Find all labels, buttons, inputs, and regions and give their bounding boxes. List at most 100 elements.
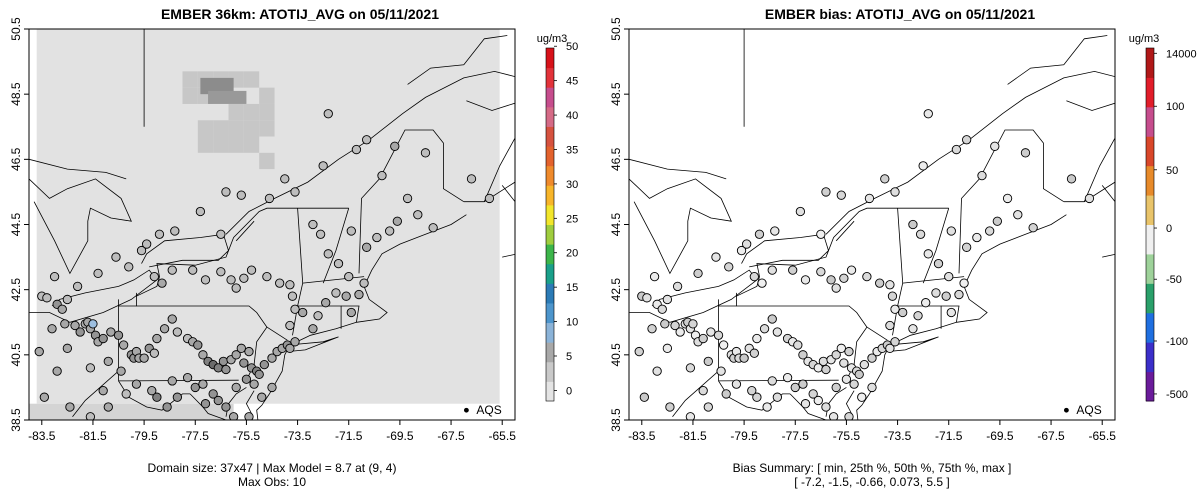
right-xtick-label: -75.5 [833,429,861,443]
left-boundary-line [235,220,255,242]
left-station-marker [98,386,108,396]
right-station-marker [990,141,1000,151]
left-station-marker [285,320,295,331]
left-boundary-line [72,370,119,417]
left-colorbar-segment [546,263,554,284]
right-colorbar-unit: ug/m3 [1129,33,1160,45]
left-station-marker [354,289,364,300]
right-station-marker [665,402,675,412]
left-xtick-label: -67.5 [437,429,465,443]
right-station-marker [944,271,954,282]
right-station-marker [839,273,849,283]
left-station-marker [118,340,129,350]
left-station-marker [149,348,159,358]
right-boundary-line [892,208,904,336]
right-boundary-line [629,178,732,275]
left-caption-line2: Max Obs: 10 [237,475,307,489]
right-station-marker [808,389,818,399]
left-station-marker [361,135,372,145]
left-legend-label: AQS [476,403,501,417]
right-station-marker [859,359,869,370]
right-colorbar-frame [1145,47,1155,402]
right-station-marker [828,412,839,420]
right-xtick-label: -79.5 [730,429,758,443]
left-ytick-label: 50.5 [9,17,23,41]
left-model-cell [228,103,244,121]
left-model-cell [200,77,234,95]
left-station-marker [62,343,73,353]
right-station-marker [885,343,895,353]
left-station-marker [231,382,241,393]
right-station-marker [867,382,877,393]
left-station-marker [139,353,149,363]
left-station-marker [267,382,277,393]
right-station-marker [890,337,900,347]
right-station-marker [885,320,895,331]
left-colorbar-segment [546,165,554,186]
left-station-marker [136,245,147,256]
left-station-marker [413,210,423,220]
right-ytick-label: 40.5 [609,343,623,367]
right-station-marker [793,340,803,350]
right-station-marker [946,307,956,318]
right-station-marker [1013,210,1023,220]
right-boundary-line [922,208,950,284]
right-boundary-line [887,336,939,352]
left-station-marker [154,229,165,239]
left-station-marker [188,265,198,275]
right-station-marker [977,170,987,181]
left-ytick-label: 44.5 [9,212,23,236]
left-station-marker [385,226,395,236]
left-colorbar-label: 50 [566,41,578,53]
right-station-marker [931,288,941,298]
left-station-marker [149,271,159,282]
left-model-field [36,29,500,404]
left-station-marker [285,343,295,353]
left-station-marker [359,278,369,288]
right-colorbar-segment [1146,342,1154,373]
right-station-marker [885,280,895,290]
left-station-marker [257,392,267,402]
right-colorbar-label: 100 [1166,101,1184,113]
left-station-marker [216,229,226,239]
left-station-marker [372,232,382,243]
left-colorbar-segment [546,361,554,382]
left-colorbar-segment [546,106,554,127]
left-model-cell [243,103,260,121]
left-colorbar-label: 15 [566,282,578,294]
right-station-marker [662,343,673,353]
left-station-marker [244,412,254,420]
right-station-marker [867,353,877,363]
left-station-marker [106,327,116,337]
left-station-marker [49,271,60,282]
left-chart-title: EMBER 36km: ATOTIJ_AVG on 05/11/2021 [160,6,440,22]
left-colorbar-segment [546,67,554,88]
left-station-marker [331,288,341,298]
right-station-marker [908,324,918,334]
right-station-marker [839,358,849,368]
left-station-marker [226,275,236,285]
right-station-marker [898,307,908,318]
right-station-marker [813,395,823,406]
left-station-marker [198,379,208,389]
right-ytick-label: 44.5 [609,212,623,236]
right-xtick-label: -73.5 [884,429,912,443]
right-station-marker [985,226,995,236]
left-station-marker [75,327,85,337]
left-model-cell [228,120,244,137]
right-station-marker [846,265,857,275]
left-station-marker [313,311,323,321]
left-station-marker [221,364,231,375]
right-station-marker [821,187,831,197]
left-ytick-label: 46.5 [9,147,23,171]
left-xtick-label: -75.5 [233,429,261,443]
left-colorbar-label: 5 [566,351,572,363]
right-station-marker [841,374,852,384]
left-station-marker [193,340,203,350]
left-colorbar-segment [546,126,554,147]
left-station-marker [172,392,183,402]
left-xtick-label: -65.5 [489,429,517,443]
right-colorbar-segment [1146,195,1154,225]
left-model-cell [259,87,275,104]
right-station-marker [772,327,783,337]
